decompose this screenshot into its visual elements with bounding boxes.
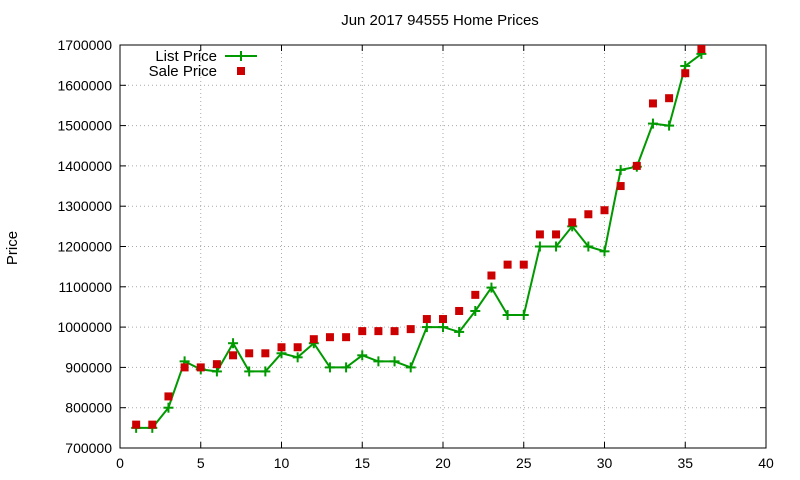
sale-price-point [309, 335, 318, 344]
sale-price-point [229, 351, 238, 360]
sale-price-point [390, 327, 399, 336]
list-price-point [244, 366, 255, 377]
x-tick-label: 30 [597, 455, 613, 471]
sale-price-point [293, 343, 302, 352]
list-price-point [583, 241, 594, 252]
y-tick-label: 1500000 [57, 118, 112, 134]
y-tick-label: 1400000 [57, 158, 112, 174]
sale-price-point [148, 420, 157, 429]
list-price-point [454, 326, 465, 337]
x-tick-label: 10 [274, 455, 290, 471]
legend-label-sale-price: Sale Price [149, 63, 217, 80]
legend-cross-list-price [236, 51, 246, 61]
list-price-point [647, 118, 658, 129]
sale-price-point [535, 230, 544, 239]
legend-cross-mark [236, 51, 246, 61]
sale-price-point [245, 349, 254, 358]
legend-label-list-price: List Price [155, 48, 217, 65]
grid-lines [120, 45, 766, 448]
list-price-point [292, 352, 303, 363]
sale-price-point [261, 349, 270, 358]
sale-price-point [584, 210, 593, 219]
legend: List Price Sale Price [149, 48, 257, 80]
list-price-point [373, 356, 384, 367]
sale-price-point [406, 325, 415, 334]
legend-marker-sale-price [237, 67, 245, 75]
sale-price-point [471, 290, 480, 299]
x-tick-label: 35 [677, 455, 693, 471]
sale-price-point [552, 230, 561, 239]
y-tick-label: 1600000 [57, 77, 112, 93]
y-tick-label: 700000 [65, 440, 112, 456]
x-tick-label: 15 [354, 455, 370, 471]
y-tick-label: 1000000 [57, 319, 112, 335]
sale-price-point [519, 260, 528, 269]
list-price-point [664, 120, 675, 131]
sale-price-series [132, 45, 706, 429]
x-tick-label: 5 [197, 455, 205, 471]
sale-price-point [697, 45, 706, 54]
list-price-point [599, 246, 610, 257]
sale-price-point [358, 327, 367, 336]
list-price-point [518, 310, 529, 321]
y-tick-label: 1100000 [59, 279, 113, 295]
sale-price-point [164, 392, 173, 401]
sale-price-point [422, 315, 431, 324]
sale-price-point [648, 99, 657, 108]
list-price-point [405, 362, 416, 373]
list-price-point [534, 241, 545, 252]
sale-price-point [632, 161, 641, 170]
sale-price-point [132, 420, 141, 429]
sale-price-point [455, 306, 464, 315]
sale-price-point [277, 343, 286, 352]
sale-price-point [212, 360, 221, 369]
sale-price-point [374, 327, 383, 336]
list-price-point [228, 338, 239, 349]
list-price-point [163, 402, 174, 413]
y-tick-label: 1700000 [57, 37, 112, 53]
list-price-point [438, 322, 448, 333]
x-tick-label: 0 [116, 455, 124, 471]
list-price-point [421, 322, 432, 333]
x-tick-label: 25 [516, 455, 532, 471]
axis-ticks: 0 5 10 15 20 25 30 35 40 700000 800000 900000 100000… [57, 37, 774, 471]
list-price-point [551, 241, 562, 252]
list-price-point [324, 362, 335, 373]
sale-price-point [487, 271, 496, 280]
x-tick-label: 20 [435, 455, 451, 471]
sale-price-point [568, 218, 577, 227]
sale-price-point [665, 94, 674, 103]
y-tick-label: 800000 [65, 400, 112, 416]
sale-price-point [439, 315, 447, 324]
y-tick-label: 1200000 [57, 239, 112, 255]
sale-price-point [180, 363, 189, 372]
sale-price-point [342, 333, 351, 342]
list-price-line [136, 53, 703, 429]
chart-title: Jun 2017 94555 Home Prices [341, 12, 539, 29]
list-price-point [341, 362, 352, 373]
sale-price-point [503, 260, 512, 269]
sale-price-point [616, 182, 625, 191]
sale-price-point [196, 363, 205, 372]
list-price-point [615, 164, 626, 175]
list-price-point [502, 310, 513, 321]
y-axis-label: Price [4, 231, 21, 265]
x-tick-label: 40 [758, 455, 774, 471]
list-price-series [131, 48, 707, 433]
sale-price-point [325, 333, 334, 342]
list-price-point [260, 366, 271, 377]
list-price-point [357, 350, 368, 361]
list-price-point [470, 305, 481, 316]
y-tick-label: 1300000 [57, 198, 112, 214]
list-price-point [389, 356, 400, 367]
list-price-point [486, 282, 497, 293]
y-tick-label: 900000 [65, 359, 112, 375]
sale-price-point [681, 69, 690, 78]
sale-price-point [600, 206, 609, 215]
